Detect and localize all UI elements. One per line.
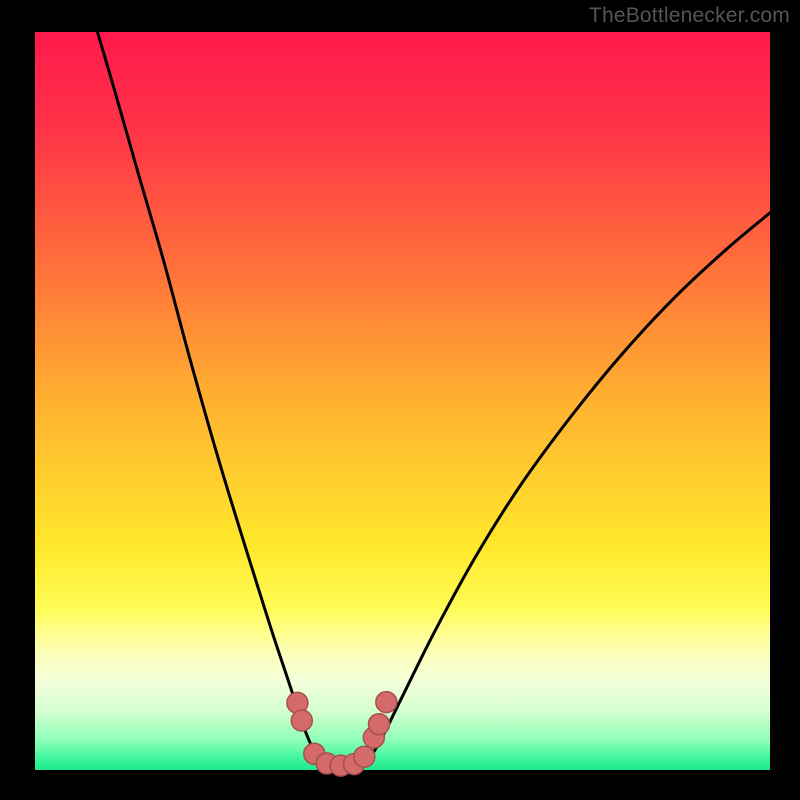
plot-background bbox=[35, 32, 770, 770]
chart-svg bbox=[0, 0, 800, 800]
marker-dot bbox=[354, 746, 375, 767]
marker-dot bbox=[291, 710, 312, 731]
chart-stage: TheBottlenecker.com bbox=[0, 0, 800, 800]
watermark-label: TheBottlenecker.com bbox=[589, 4, 790, 28]
marker-dot bbox=[376, 692, 397, 713]
marker-dot bbox=[368, 714, 389, 735]
